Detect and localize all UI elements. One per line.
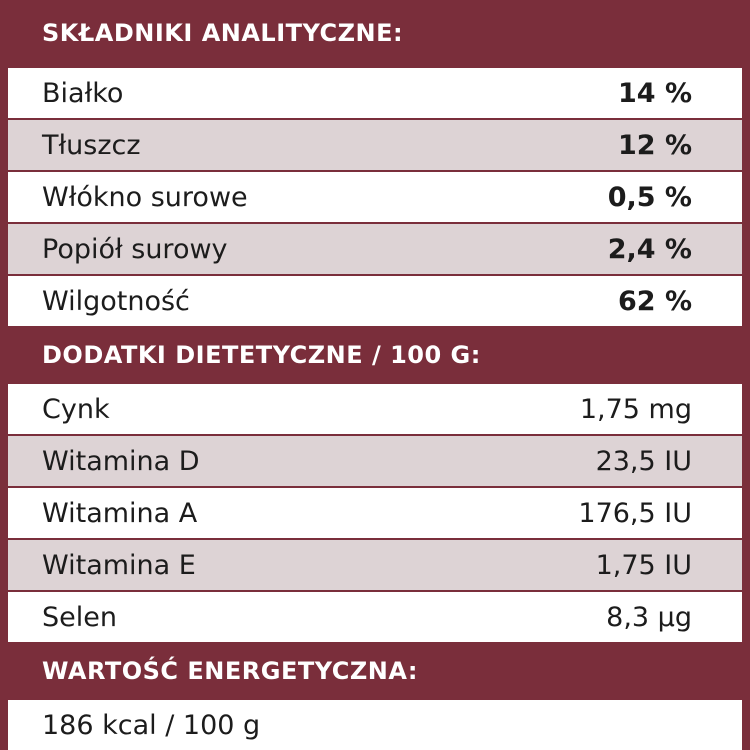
row-label: Witamina E [42,549,196,581]
table-row: Popiół surowy 2,4 % [8,224,742,274]
row-value: 62 % [617,285,692,317]
table-row: Selen 8,3 µg [8,592,742,642]
table-row: Wilgotność 62 % [8,276,742,326]
table-row: Białko 14 % [8,68,742,118]
row-value: 0,5 % [607,181,692,213]
row-label: Popiół surowy [42,233,228,265]
row-label: Wilgotność [42,285,190,317]
table-row: Cynk 1,75 mg [8,384,742,434]
row-label: Białko [42,77,124,109]
row-value: 176,5 IU [578,497,692,529]
table-row: 186 kcal / 100 g [8,700,742,750]
row-label: 186 kcal / 100 g [42,709,261,741]
table-row: Witamina A 176,5 IU [8,488,742,538]
table-row: Włókno surowe 0,5 % [8,172,742,222]
row-label: Cynk [42,393,110,425]
table-row: Witamina E 1,75 IU [8,540,742,590]
row-value: 12 % [617,129,692,161]
row-value: 14 % [617,77,692,109]
row-label: Witamina A [42,497,198,529]
section-title: DODATKI DIETETYCZNE / 100 G: [42,341,481,369]
row-label: Włókno surowe [42,181,248,213]
row-label: Witamina D [42,445,200,477]
row-label: Selen [42,601,117,633]
table-row: Witamina D 23,5 IU [8,436,742,486]
table-row: Tłuszcz 12 % [8,120,742,170]
row-value: 1,75 IU [595,549,692,581]
section-title: SKŁADNIKI ANALITYCZNE: [42,19,404,47]
row-value: 23,5 IU [595,445,692,477]
row-value: 1,75 mg [579,393,692,425]
row-value: 2,4 % [607,233,692,265]
row-value: 8,3 µg [606,601,692,633]
section-title: WARTOŚĆ ENERGETYCZNA: [42,657,418,685]
row-label: Tłuszcz [42,129,141,161]
